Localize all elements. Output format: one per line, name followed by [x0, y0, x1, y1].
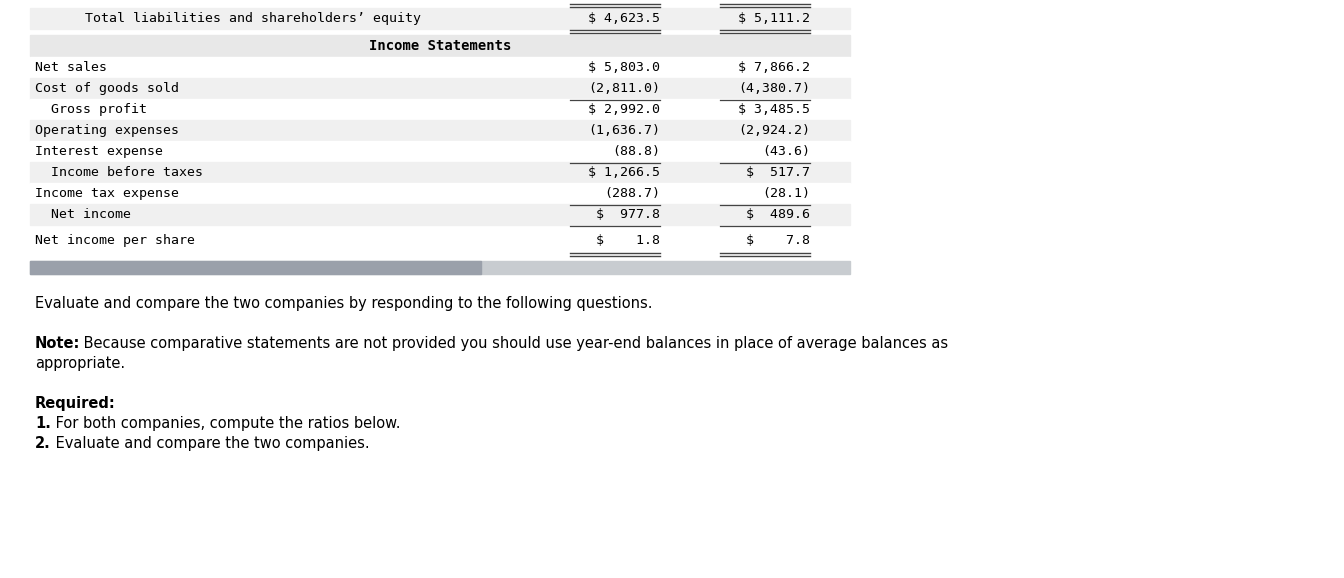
Bar: [30, 204, 849, 225]
Text: $    7.8: $ 7.8: [746, 234, 810, 247]
Text: $ 5,111.2: $ 5,111.2: [738, 12, 810, 25]
Text: $ 4,623.5: $ 4,623.5: [589, 12, 660, 25]
Text: (2,924.2): (2,924.2): [738, 124, 810, 137]
Text: Net income: Net income: [35, 208, 130, 221]
Bar: [30, 120, 849, 141]
Text: Cost of goods sold: Cost of goods sold: [35, 82, 179, 95]
Text: appropriate.: appropriate.: [35, 356, 125, 371]
Bar: [30, 141, 849, 162]
Text: $ 2,992.0: $ 2,992.0: [589, 103, 660, 116]
Bar: [30, 57, 849, 78]
Text: $  977.8: $ 977.8: [595, 208, 660, 221]
Text: Income before taxes: Income before taxes: [35, 166, 203, 179]
Text: $ 1,266.5: $ 1,266.5: [589, 166, 660, 179]
Bar: [30, 230, 849, 251]
Text: (288.7): (288.7): [603, 187, 660, 200]
Text: Operating expenses: Operating expenses: [35, 124, 179, 137]
Text: For both companies, compute the ratios below.: For both companies, compute the ratios b…: [51, 416, 401, 431]
Text: Net income per share: Net income per share: [35, 234, 195, 247]
Text: 2.: 2.: [35, 436, 51, 451]
Bar: [30, 35, 849, 56]
Bar: [30, 78, 849, 99]
Text: 1.: 1.: [35, 416, 51, 431]
Bar: [30, 183, 849, 204]
Bar: [30, 261, 849, 274]
Text: (4,380.7): (4,380.7): [738, 82, 810, 95]
Text: (88.8): (88.8): [612, 145, 660, 158]
Text: Total liabilities and shareholders’ equity: Total liabilities and shareholders’ equi…: [85, 12, 421, 25]
Text: $ 3,485.5: $ 3,485.5: [738, 103, 810, 116]
Text: Income tax expense: Income tax expense: [35, 187, 179, 200]
Text: Income Statements: Income Statements: [368, 39, 511, 53]
Text: (2,811.0): (2,811.0): [589, 82, 660, 95]
Text: $  489.6: $ 489.6: [746, 208, 810, 221]
Text: Evaluate and compare the two companies by responding to the following questions.: Evaluate and compare the two companies b…: [35, 296, 652, 311]
Text: (28.1): (28.1): [762, 187, 810, 200]
Text: (1,636.7): (1,636.7): [589, 124, 660, 137]
Text: Interest expense: Interest expense: [35, 145, 163, 158]
Bar: [30, 162, 849, 183]
Bar: [30, 8, 849, 29]
Text: Required:: Required:: [35, 396, 116, 411]
Text: $  517.7: $ 517.7: [746, 166, 810, 179]
Bar: [30, 99, 849, 120]
Text: (43.6): (43.6): [762, 145, 810, 158]
Text: $ 7,866.2: $ 7,866.2: [738, 61, 810, 74]
Text: $ 5,803.0: $ 5,803.0: [589, 61, 660, 74]
Text: Evaluate and compare the two companies.: Evaluate and compare the two companies.: [51, 436, 370, 451]
Bar: [30, 261, 481, 274]
Text: Gross profit: Gross profit: [35, 103, 146, 116]
Text: $    1.8: $ 1.8: [595, 234, 660, 247]
Text: Because comparative statements are not provided you should use year-end balances: Because comparative statements are not p…: [79, 336, 948, 351]
Text: Note:: Note:: [35, 336, 81, 351]
Text: Net sales: Net sales: [35, 61, 108, 74]
